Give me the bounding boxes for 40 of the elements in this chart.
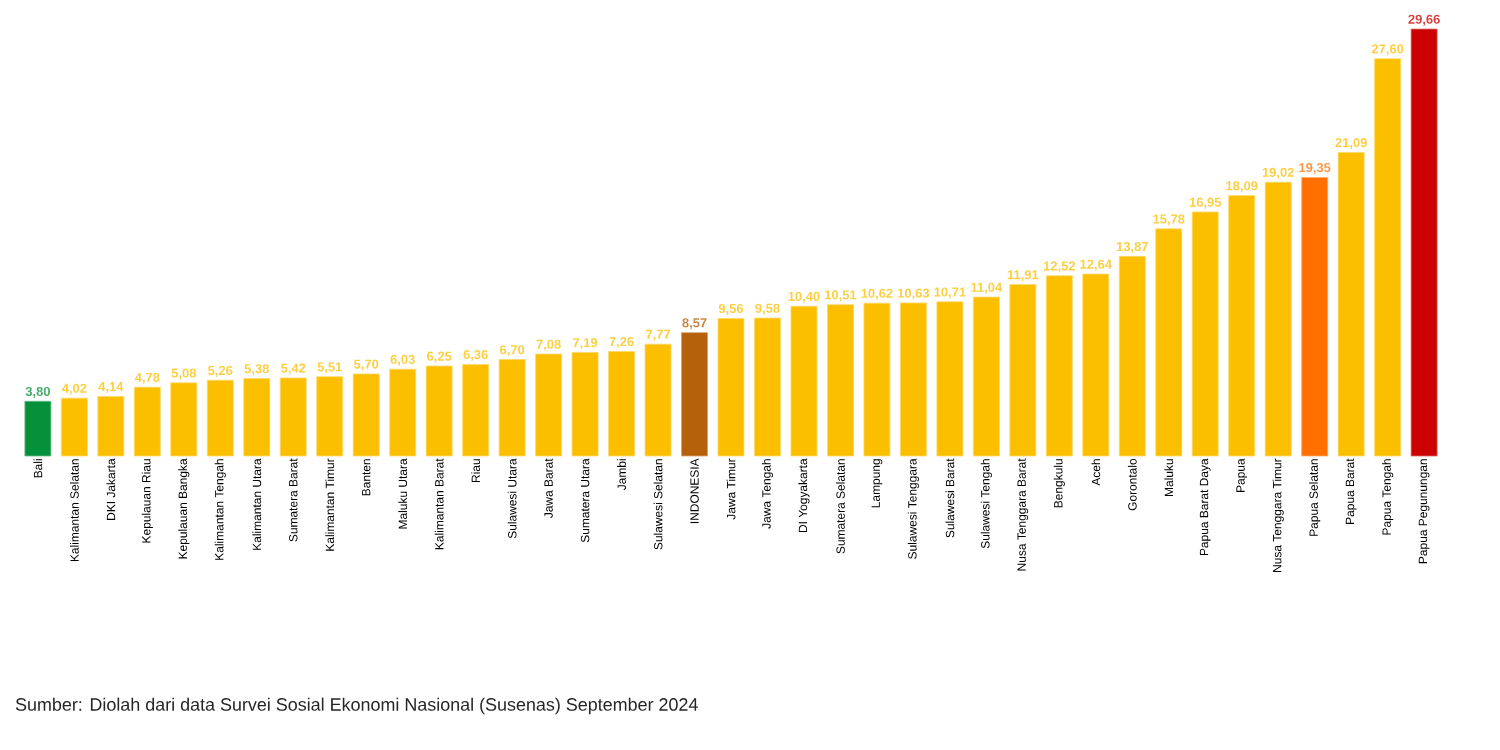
bar bbox=[1337, 152, 1365, 457]
bar bbox=[1301, 177, 1329, 457]
bar bbox=[608, 351, 635, 457]
bar bbox=[717, 317, 745, 457]
bar bbox=[571, 352, 599, 457]
bar bbox=[790, 305, 818, 457]
bar bbox=[936, 301, 964, 457]
bar bbox=[498, 359, 526, 457]
bar bbox=[24, 400, 52, 457]
bar bbox=[827, 304, 854, 457]
bar bbox=[1264, 181, 1292, 457]
bar bbox=[681, 332, 708, 457]
bar bbox=[1228, 195, 1256, 457]
bar bbox=[1374, 58, 1402, 457]
bar bbox=[1082, 273, 1110, 457]
bar bbox=[754, 317, 781, 457]
bar bbox=[644, 343, 672, 457]
bar bbox=[425, 365, 453, 457]
bar bbox=[133, 386, 161, 457]
bar bbox=[1191, 211, 1219, 457]
bar bbox=[60, 397, 88, 457]
bar bbox=[389, 368, 417, 457]
text: Sumber: Diolah dari data Survei Sosial Ekonomi Nasional (Susenas) September 2024 bbox=[15, 697, 698, 715]
bar bbox=[279, 377, 307, 457]
bar bbox=[1045, 275, 1073, 457]
bar bbox=[535, 353, 563, 457]
bar bbox=[1155, 228, 1183, 457]
bar bbox=[1009, 284, 1037, 457]
bar bbox=[462, 364, 490, 457]
bar bbox=[1118, 255, 1146, 457]
bar bbox=[206, 379, 234, 457]
bar bbox=[1410, 28, 1438, 457]
bar bbox=[316, 376, 344, 457]
bar bbox=[170, 382, 198, 457]
bar bbox=[97, 396, 125, 457]
bar bbox=[972, 296, 1000, 457]
bar bbox=[352, 373, 380, 457]
bar bbox=[863, 302, 891, 457]
bar bbox=[243, 378, 271, 457]
bar bbox=[900, 302, 927, 457]
